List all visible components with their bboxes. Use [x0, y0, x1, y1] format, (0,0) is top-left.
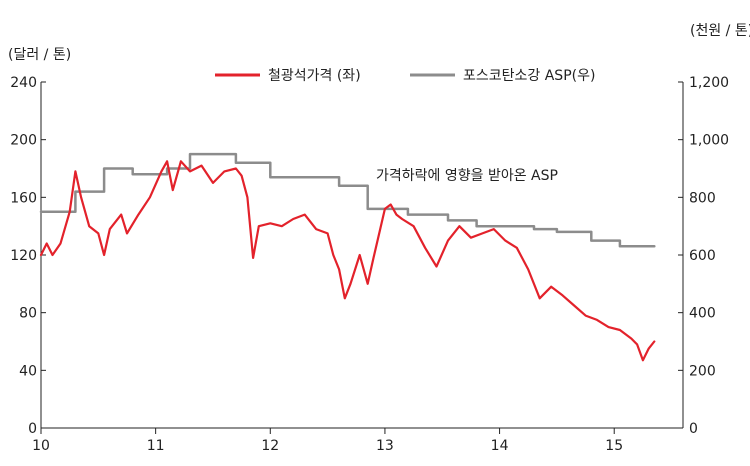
right-tick-label: 1,200: [689, 75, 729, 91]
legend-label-asp: 포스코탄소강 ASP(우): [463, 68, 595, 84]
left-tick-label: 0: [28, 421, 37, 437]
left-tick-label: 200: [10, 133, 37, 149]
series-layer: [39, 152, 656, 362]
legend-label-iron-ore: 철광석가격 (좌): [268, 68, 361, 84]
series-line-iron-ore: [39, 160, 656, 362]
legend: 철광석가격 (좌) 포스코탄소강 ASP(우): [215, 68, 595, 84]
right-tick-label: 600: [689, 248, 716, 264]
x-tick-label: 11: [147, 438, 165, 454]
right-tick-label: 200: [689, 363, 716, 379]
axes: 0 40 80 120 160 200 240 0 200 400 600 800 1,000 1,200…: [10, 75, 729, 454]
x-tick-label: 13: [376, 438, 394, 454]
chart-annotation: 가격하락에 영향을 받아온 ASP: [376, 168, 558, 184]
right-tick-label: 400: [689, 306, 716, 322]
left-axis-unit: (달러 / 톤): [8, 47, 71, 63]
right-tick-label: 800: [689, 190, 716, 206]
right-axis-unit: (천원 / 톤): [690, 23, 750, 39]
right-tick-label: 1,000: [689, 133, 729, 149]
x-tick-label: 12: [261, 438, 279, 454]
x-tick-label: 10: [32, 438, 50, 454]
left-tick-label: 80: [19, 306, 37, 322]
x-tick-label: 14: [491, 438, 509, 454]
left-tick-label: 240: [10, 75, 37, 91]
x-tick-label: 15: [605, 438, 623, 454]
left-tick-label: 160: [10, 190, 37, 206]
left-tick-label: 120: [10, 248, 37, 264]
left-tick-label: 40: [19, 363, 37, 379]
right-tick-label: 0: [689, 421, 698, 437]
series-line-asp: [39, 152, 656, 248]
